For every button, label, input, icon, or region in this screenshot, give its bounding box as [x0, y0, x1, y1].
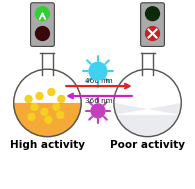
Circle shape — [89, 62, 107, 80]
Circle shape — [91, 104, 105, 118]
Polygon shape — [114, 69, 181, 115]
Circle shape — [114, 69, 181, 137]
Circle shape — [35, 27, 49, 40]
Circle shape — [53, 103, 60, 110]
Circle shape — [31, 103, 38, 110]
Circle shape — [25, 95, 32, 102]
Text: 466 nm: 466 nm — [85, 78, 113, 84]
Circle shape — [41, 108, 48, 115]
Circle shape — [58, 95, 65, 102]
Circle shape — [28, 113, 35, 120]
FancyBboxPatch shape — [31, 3, 54, 46]
Polygon shape — [14, 69, 81, 103]
Text: High activity: High activity — [10, 139, 85, 149]
Bar — [42, 53, 53, 75]
Circle shape — [45, 116, 52, 123]
Circle shape — [146, 7, 160, 21]
Circle shape — [48, 89, 55, 95]
Circle shape — [146, 27, 160, 40]
FancyBboxPatch shape — [141, 3, 164, 46]
Text: Poor activity: Poor activity — [110, 139, 185, 149]
Circle shape — [35, 7, 49, 21]
Circle shape — [57, 111, 64, 118]
Text: 366 nm: 366 nm — [85, 98, 113, 105]
Circle shape — [36, 93, 43, 99]
Bar — [142, 53, 153, 75]
Circle shape — [14, 69, 81, 137]
